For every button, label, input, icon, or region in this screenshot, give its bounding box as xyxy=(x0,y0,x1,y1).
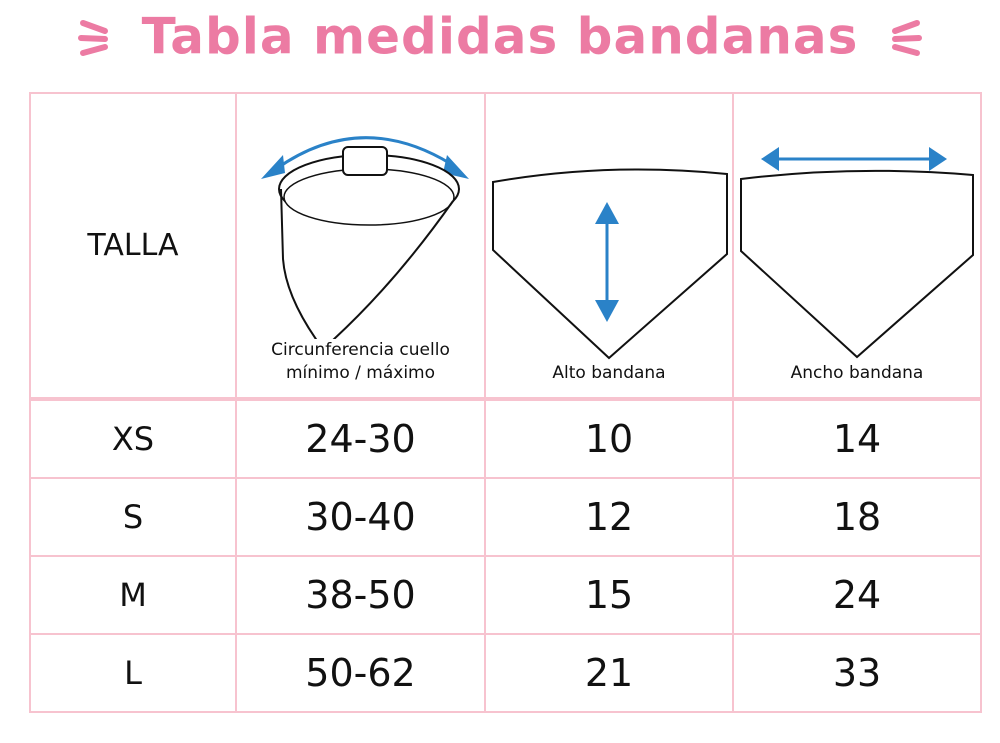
size-cell: S xyxy=(29,477,237,557)
height-cell: 21 xyxy=(484,633,734,713)
neck-header: Circunferencia cuello mínimo / máximo xyxy=(235,92,486,400)
neck-cell: 38-50 xyxy=(235,555,486,635)
table-row: XS 24-30 10 14 xyxy=(29,397,982,479)
bandana-collar-arrow-icon xyxy=(260,136,469,339)
height-cell: 10 xyxy=(484,397,734,479)
size-table: TALLA Circunferencia cuello mínimo / máxi… xyxy=(29,92,982,713)
bandana-height-arrow-icon xyxy=(492,168,728,360)
width-header: Ancho bandana xyxy=(732,92,982,400)
page-title: Tabla medidas bandanas xyxy=(0,4,1000,66)
decorative-dash-left-icon xyxy=(78,19,109,56)
width-cell: 18 xyxy=(732,477,982,557)
height-header: Alto bandana xyxy=(484,92,734,400)
width-cell: 14 xyxy=(732,397,982,479)
size-cell: L xyxy=(29,633,237,713)
size-cell: XS xyxy=(29,397,237,479)
width-cell: 33 xyxy=(732,633,982,713)
neck-cell: 50-62 xyxy=(235,633,486,713)
size-header: TALLA xyxy=(29,92,237,400)
neck-cell: 24-30 xyxy=(235,397,486,479)
decorative-dash-right-icon xyxy=(891,19,922,56)
height-cell: 15 xyxy=(484,555,734,635)
table-row: S 30-40 12 18 xyxy=(29,477,982,557)
header-row: TALLA Circunferencia cuello mínimo / máxi… xyxy=(29,92,982,400)
bandana-width-arrow-icon xyxy=(740,147,974,359)
table-row: M 38-50 15 24 xyxy=(29,555,982,635)
height-cell: 12 xyxy=(484,477,734,557)
table-row: L 50-62 21 33 xyxy=(29,633,982,713)
neck-cell: 30-40 xyxy=(235,477,486,557)
width-cell: 24 xyxy=(732,555,982,635)
size-cell: M xyxy=(29,555,237,635)
